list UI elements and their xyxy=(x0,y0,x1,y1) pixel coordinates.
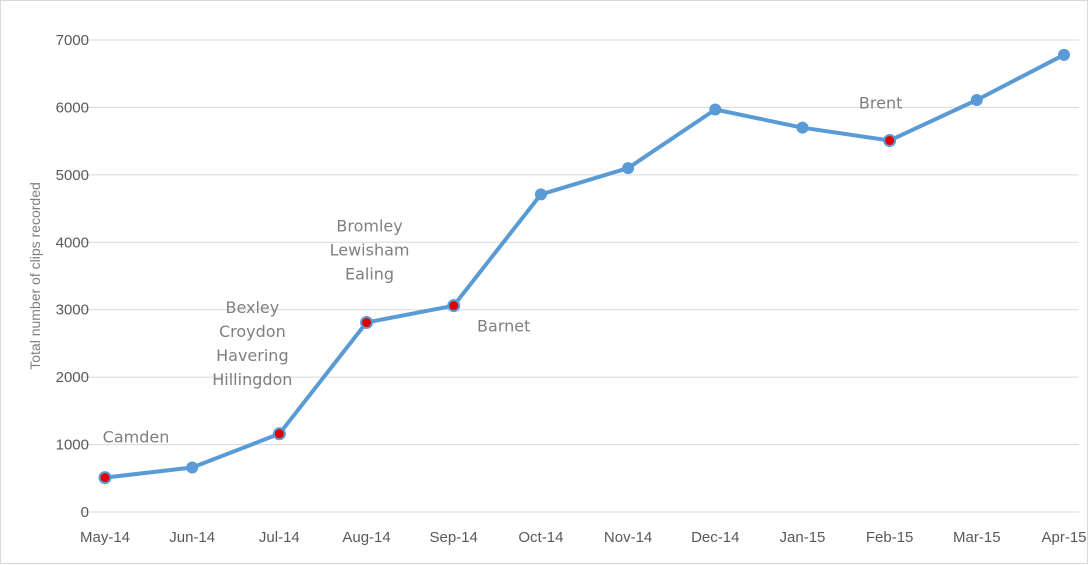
data-point-Oct-14 xyxy=(534,188,547,201)
y-axis-label: Total number of clips recorded xyxy=(27,182,43,370)
x-tick-label-Aug-14: Aug-14 xyxy=(342,529,390,546)
x-tick-label-Jun-14: Jun-14 xyxy=(169,529,215,546)
y-tick-label-7000: 7000 xyxy=(56,32,89,49)
y-tick-label-5000: 5000 xyxy=(56,167,89,184)
data-points xyxy=(98,48,1070,485)
annotation-line: Bromley xyxy=(336,217,402,236)
highlighted-point-May-14 xyxy=(98,471,112,485)
x-tick-label-Feb-15: Feb-15 xyxy=(866,529,914,546)
data-point-Jan-15 xyxy=(796,121,809,134)
x-tick-label-Jan-15: Jan-15 xyxy=(780,529,826,546)
y-tick-label-2000: 2000 xyxy=(56,369,89,386)
annotation-line: Barnet xyxy=(477,317,530,336)
x-tick-label-Nov-14: Nov-14 xyxy=(604,529,652,546)
annotation-line: Lewisham xyxy=(330,241,410,260)
highlighted-point-Aug-14 xyxy=(360,316,374,330)
annotation-line: Havering xyxy=(216,346,288,365)
x-tick-label-Oct-14: Oct-14 xyxy=(518,529,563,546)
annotations: Camden Bexley Croydon Havering Hillingdon Bro… xyxy=(103,93,903,446)
x-axis-ticks: May-14 Jun-14 Jul-14 Aug-14 Sep-14 Oct-14 Nov-… xyxy=(80,529,1087,546)
annotation-Sep-14: Barnet xyxy=(477,317,530,336)
highlighted-point-Sep-14 xyxy=(447,299,461,313)
y-tick-label-6000: 6000 xyxy=(56,99,89,116)
x-tick-label-Dec-14: Dec-14 xyxy=(691,529,739,546)
y-tick-label-1000: 1000 xyxy=(56,437,89,454)
gridlines xyxy=(80,39,1079,513)
data-point-Apr-15 xyxy=(1058,48,1070,61)
x-tick-label-Sep-14: Sep-14 xyxy=(430,529,478,546)
highlighted-point-Jul-14 xyxy=(272,427,286,441)
y-tick-label-4000: 4000 xyxy=(56,234,89,251)
annotation-line: Brent xyxy=(859,93,902,112)
highlighted-point-Feb-15 xyxy=(883,133,897,147)
x-tick-label-Apr-15: Apr-15 xyxy=(1041,529,1086,546)
x-tick-label-Jul-14: Jul-14 xyxy=(259,529,300,546)
x-tick-label-Mar-15: Mar-15 xyxy=(953,529,1001,546)
data-point-Dec-14 xyxy=(709,103,722,116)
series-line-group xyxy=(104,53,1065,480)
annotation-line: Croydon xyxy=(219,322,286,341)
annotation-line: Ealing xyxy=(345,265,394,284)
y-tick-label-0: 0 xyxy=(81,504,89,521)
y-axis-ticks: 0 1000 2000 3000 4000 5000 6000 7000 xyxy=(56,32,89,521)
y-tick-label-3000: 3000 xyxy=(56,302,89,319)
series-line xyxy=(104,53,1065,480)
x-tick-label-May-14: May-14 xyxy=(80,529,130,546)
annotation-Jul-14: Bexley Croydon Havering Hillingdon xyxy=(212,298,292,389)
annotation-May-14: Camden xyxy=(103,428,170,447)
annotation-Aug-14: Bromley Lewisham Ealing xyxy=(330,217,410,284)
data-point-Mar-15 xyxy=(970,94,983,107)
data-point-Jun-14 xyxy=(186,461,199,474)
annotation-line: Bexley xyxy=(225,298,279,317)
annotation-Feb-15: Brent xyxy=(859,93,902,112)
data-point-Nov-14 xyxy=(622,162,635,175)
annotation-line: Camden xyxy=(103,428,170,447)
annotation-line: Hillingdon xyxy=(212,370,292,389)
